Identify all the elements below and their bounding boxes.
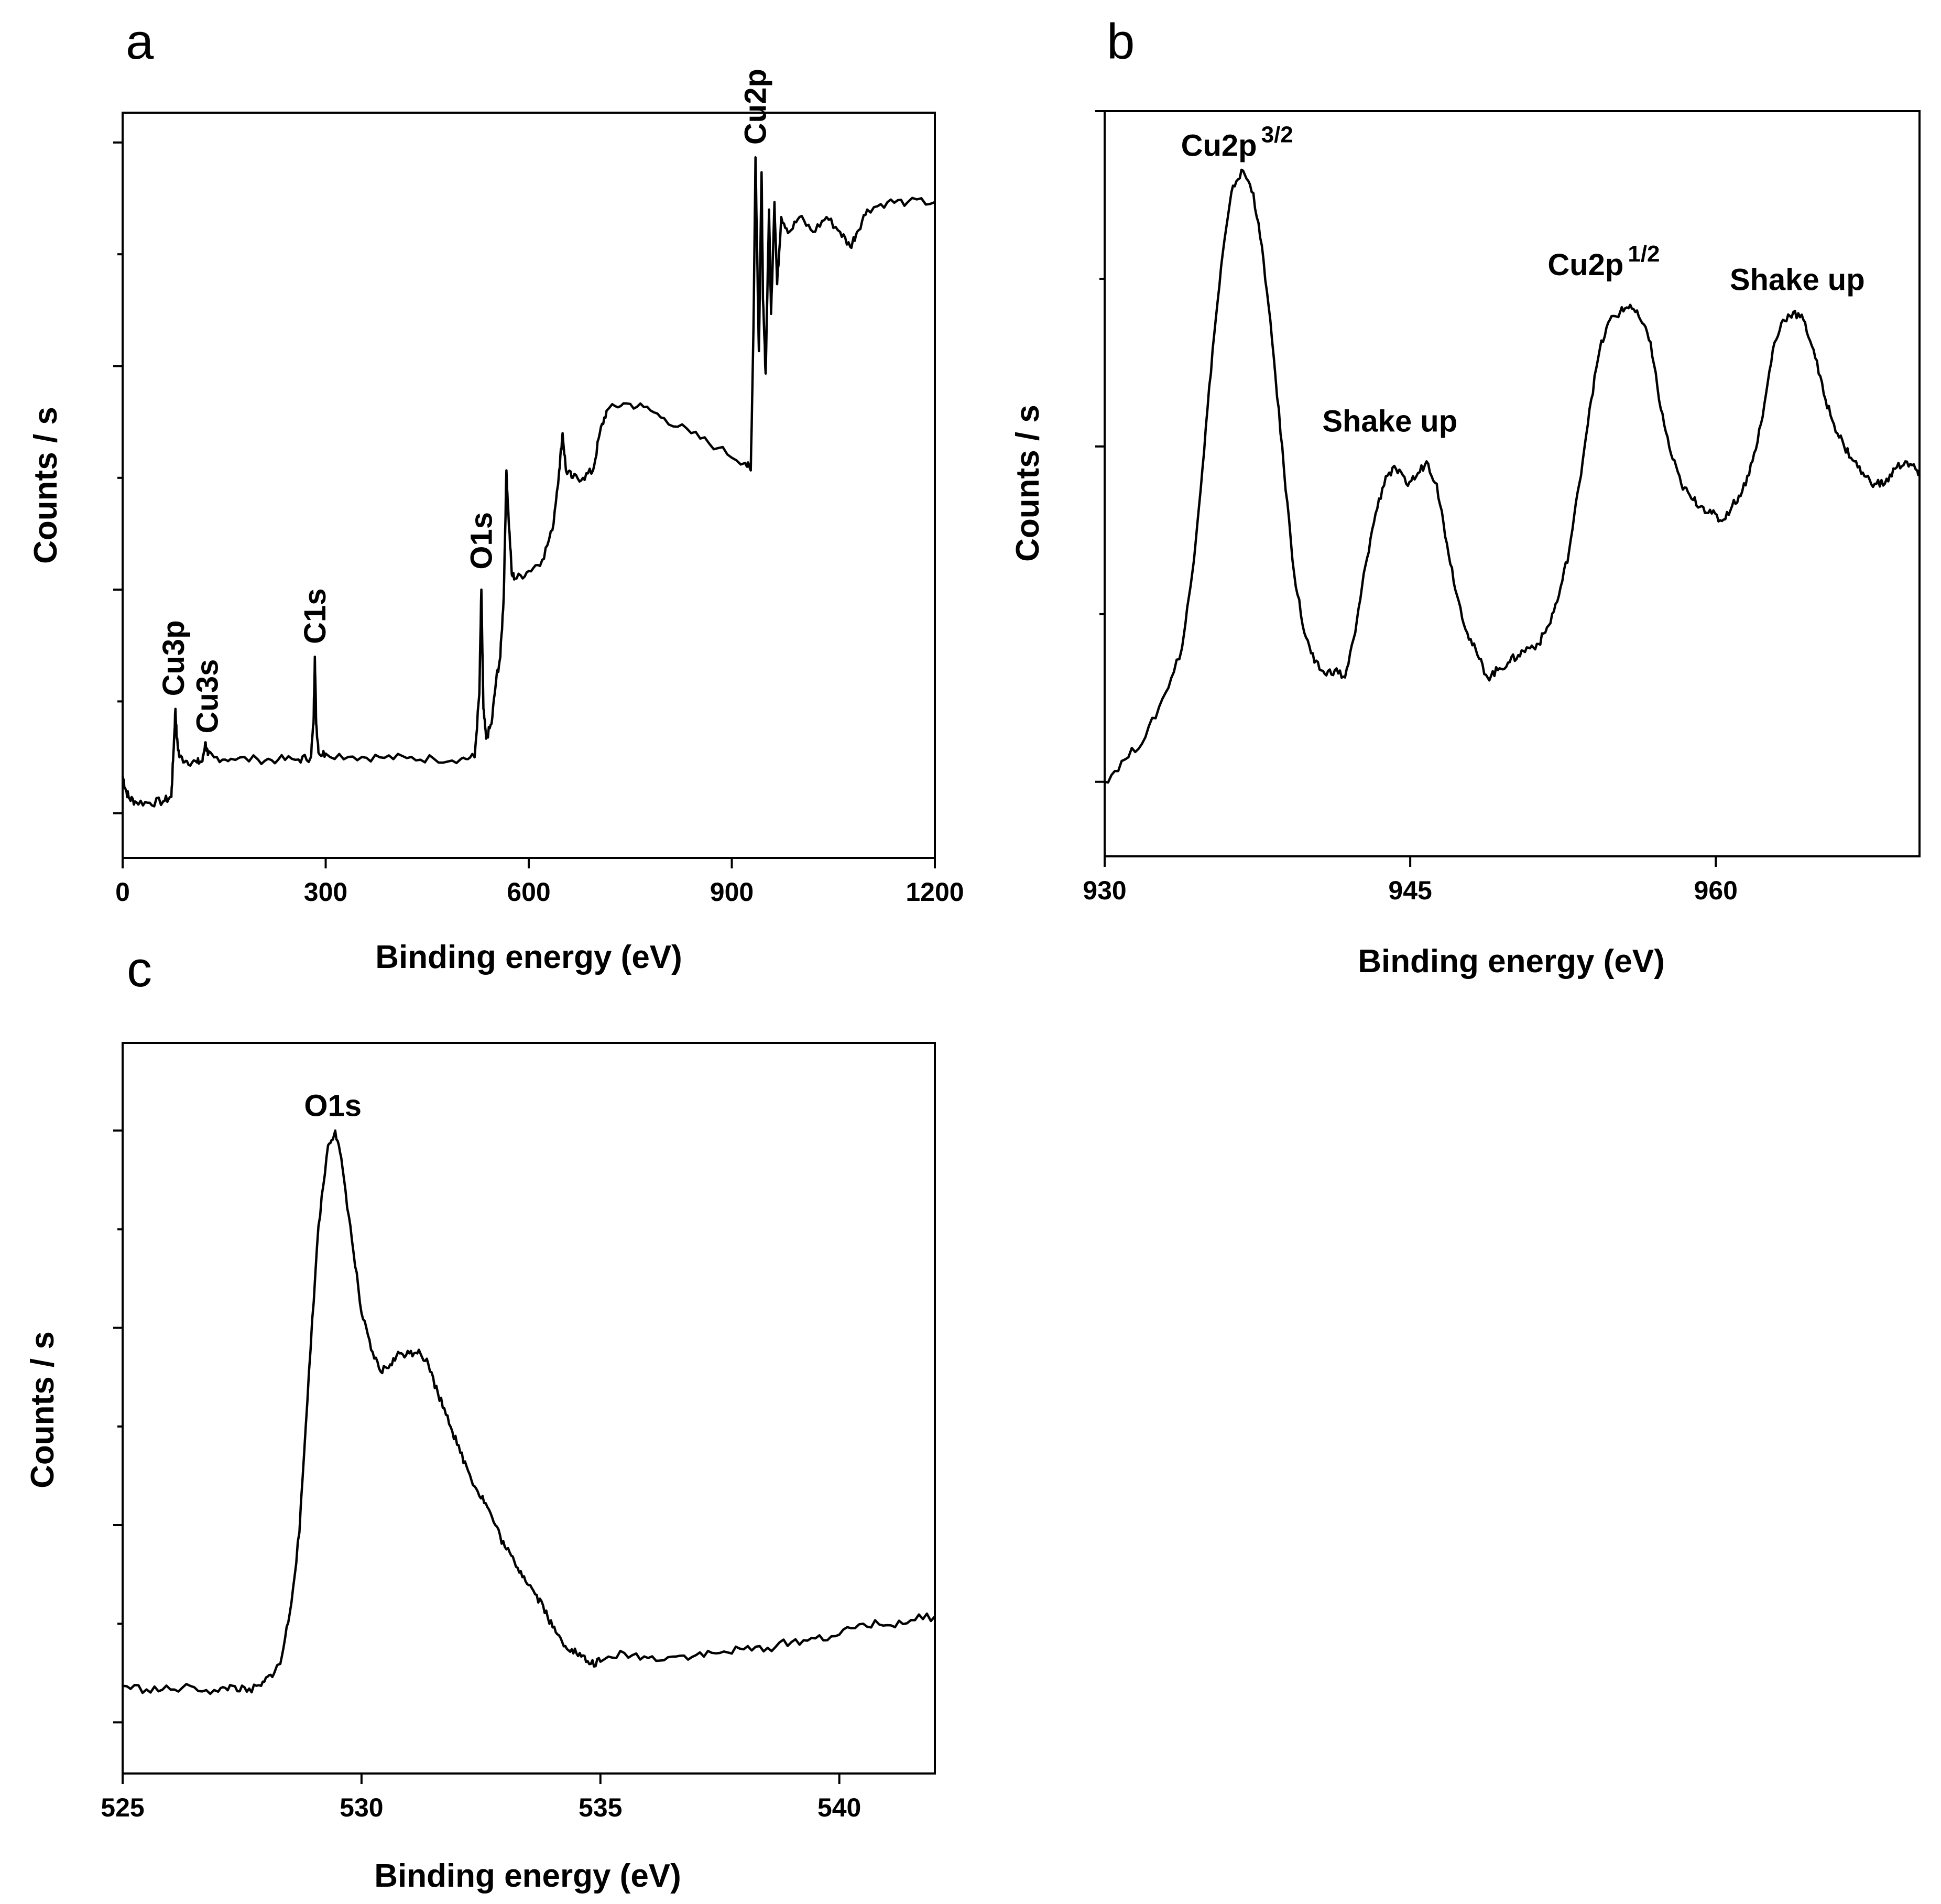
plot-frame-a xyxy=(122,112,936,859)
tick-labels-c: 525 530 535 540 xyxy=(101,1793,861,1822)
y-axis-title-a: Counts / s xyxy=(28,407,64,564)
x-tick-label: 530 xyxy=(340,1793,383,1822)
series-line-a xyxy=(121,156,935,808)
peak-label: C1s xyxy=(298,588,332,644)
x-axis-title-b: Binding energy (eV) xyxy=(1358,943,1665,980)
peak-label: Cu2p 3/2 xyxy=(1181,122,1293,162)
peak-annotation: Cu3p xyxy=(157,620,191,696)
peak-label: Cu3s xyxy=(190,659,224,734)
x-tick-label: 300 xyxy=(304,877,347,907)
ticks-a xyxy=(113,141,936,868)
x-axis-title-c: Binding energy (eV) xyxy=(374,1858,681,1894)
peak-annotation: Shake up xyxy=(1730,263,1865,297)
x-tick-label: 540 xyxy=(817,1793,861,1822)
peak-label: O1s xyxy=(304,1089,362,1123)
panel-b: b 930 945 960 Cu2p 3/2 Shake up Cu2p 1/2 Shake … xyxy=(1010,14,1921,980)
peak-annotation: Shake up xyxy=(1322,404,1457,438)
peak-label: Cu2p 1/2 xyxy=(1547,241,1660,282)
peak-label: Cu2p xyxy=(739,69,773,145)
peak-annotation: O1s xyxy=(465,512,499,570)
peak-annotation: Cu2p 1/2 xyxy=(1547,241,1660,282)
x-axis-title-a: Binding energy (eV) xyxy=(375,939,682,975)
ticks-b xyxy=(1095,110,1717,867)
x-tick-label: 930 xyxy=(1083,876,1126,905)
peak-label-superscript: 3/2 xyxy=(1261,122,1293,147)
x-tick-label: 525 xyxy=(101,1793,144,1822)
ticks-c xyxy=(113,1129,841,1784)
peak-label: Shake up xyxy=(1322,404,1457,438)
tick-labels-b: 930 945 960 xyxy=(1083,876,1738,905)
x-tick-label: 900 xyxy=(710,877,754,907)
series-line-b xyxy=(1104,168,1921,784)
peak-label: Shake up xyxy=(1730,263,1865,297)
peak-label-superscript: 1/2 xyxy=(1628,241,1660,267)
y-axis-title-c: Counts / s xyxy=(25,1331,61,1488)
x-tick-label: 960 xyxy=(1694,876,1738,905)
panel-label-c: c xyxy=(127,941,152,997)
annotations-c: O1s xyxy=(304,1089,362,1123)
peak-annotation: Cu2p xyxy=(739,69,773,145)
peak-annotation: O1s xyxy=(304,1089,362,1123)
plot-frame-b xyxy=(1104,110,1921,857)
peak-label: Cu3p xyxy=(157,620,191,696)
x-tick-label: 0 xyxy=(115,877,130,907)
peak-annotation: C1s xyxy=(298,588,332,644)
x-tick-label: 1200 xyxy=(906,877,964,907)
panel-c: c 525 530 535 540 O1s Binding energy (eV) C… xyxy=(25,941,936,1894)
panel-label-a: a xyxy=(126,14,154,70)
panel-label-b: b xyxy=(1107,14,1135,70)
x-tick-label: 535 xyxy=(579,1793,622,1822)
annotations-b: Cu2p 3/2 Shake up Cu2p 1/2 Shake up xyxy=(1181,122,1865,438)
x-tick-label: 600 xyxy=(507,877,550,907)
y-axis-title-b: Counts / s xyxy=(1010,405,1046,562)
plot-frame-c xyxy=(122,1042,936,1775)
x-tick-label: 945 xyxy=(1388,876,1432,905)
tick-labels-a: 0 300 600 900 1200 xyxy=(115,877,964,907)
peak-annotation: Cu2p 3/2 xyxy=(1181,122,1293,162)
peak-annotation: Cu3s xyxy=(190,659,224,734)
series-line-c xyxy=(122,1129,936,1695)
peak-label: O1s xyxy=(465,512,499,570)
